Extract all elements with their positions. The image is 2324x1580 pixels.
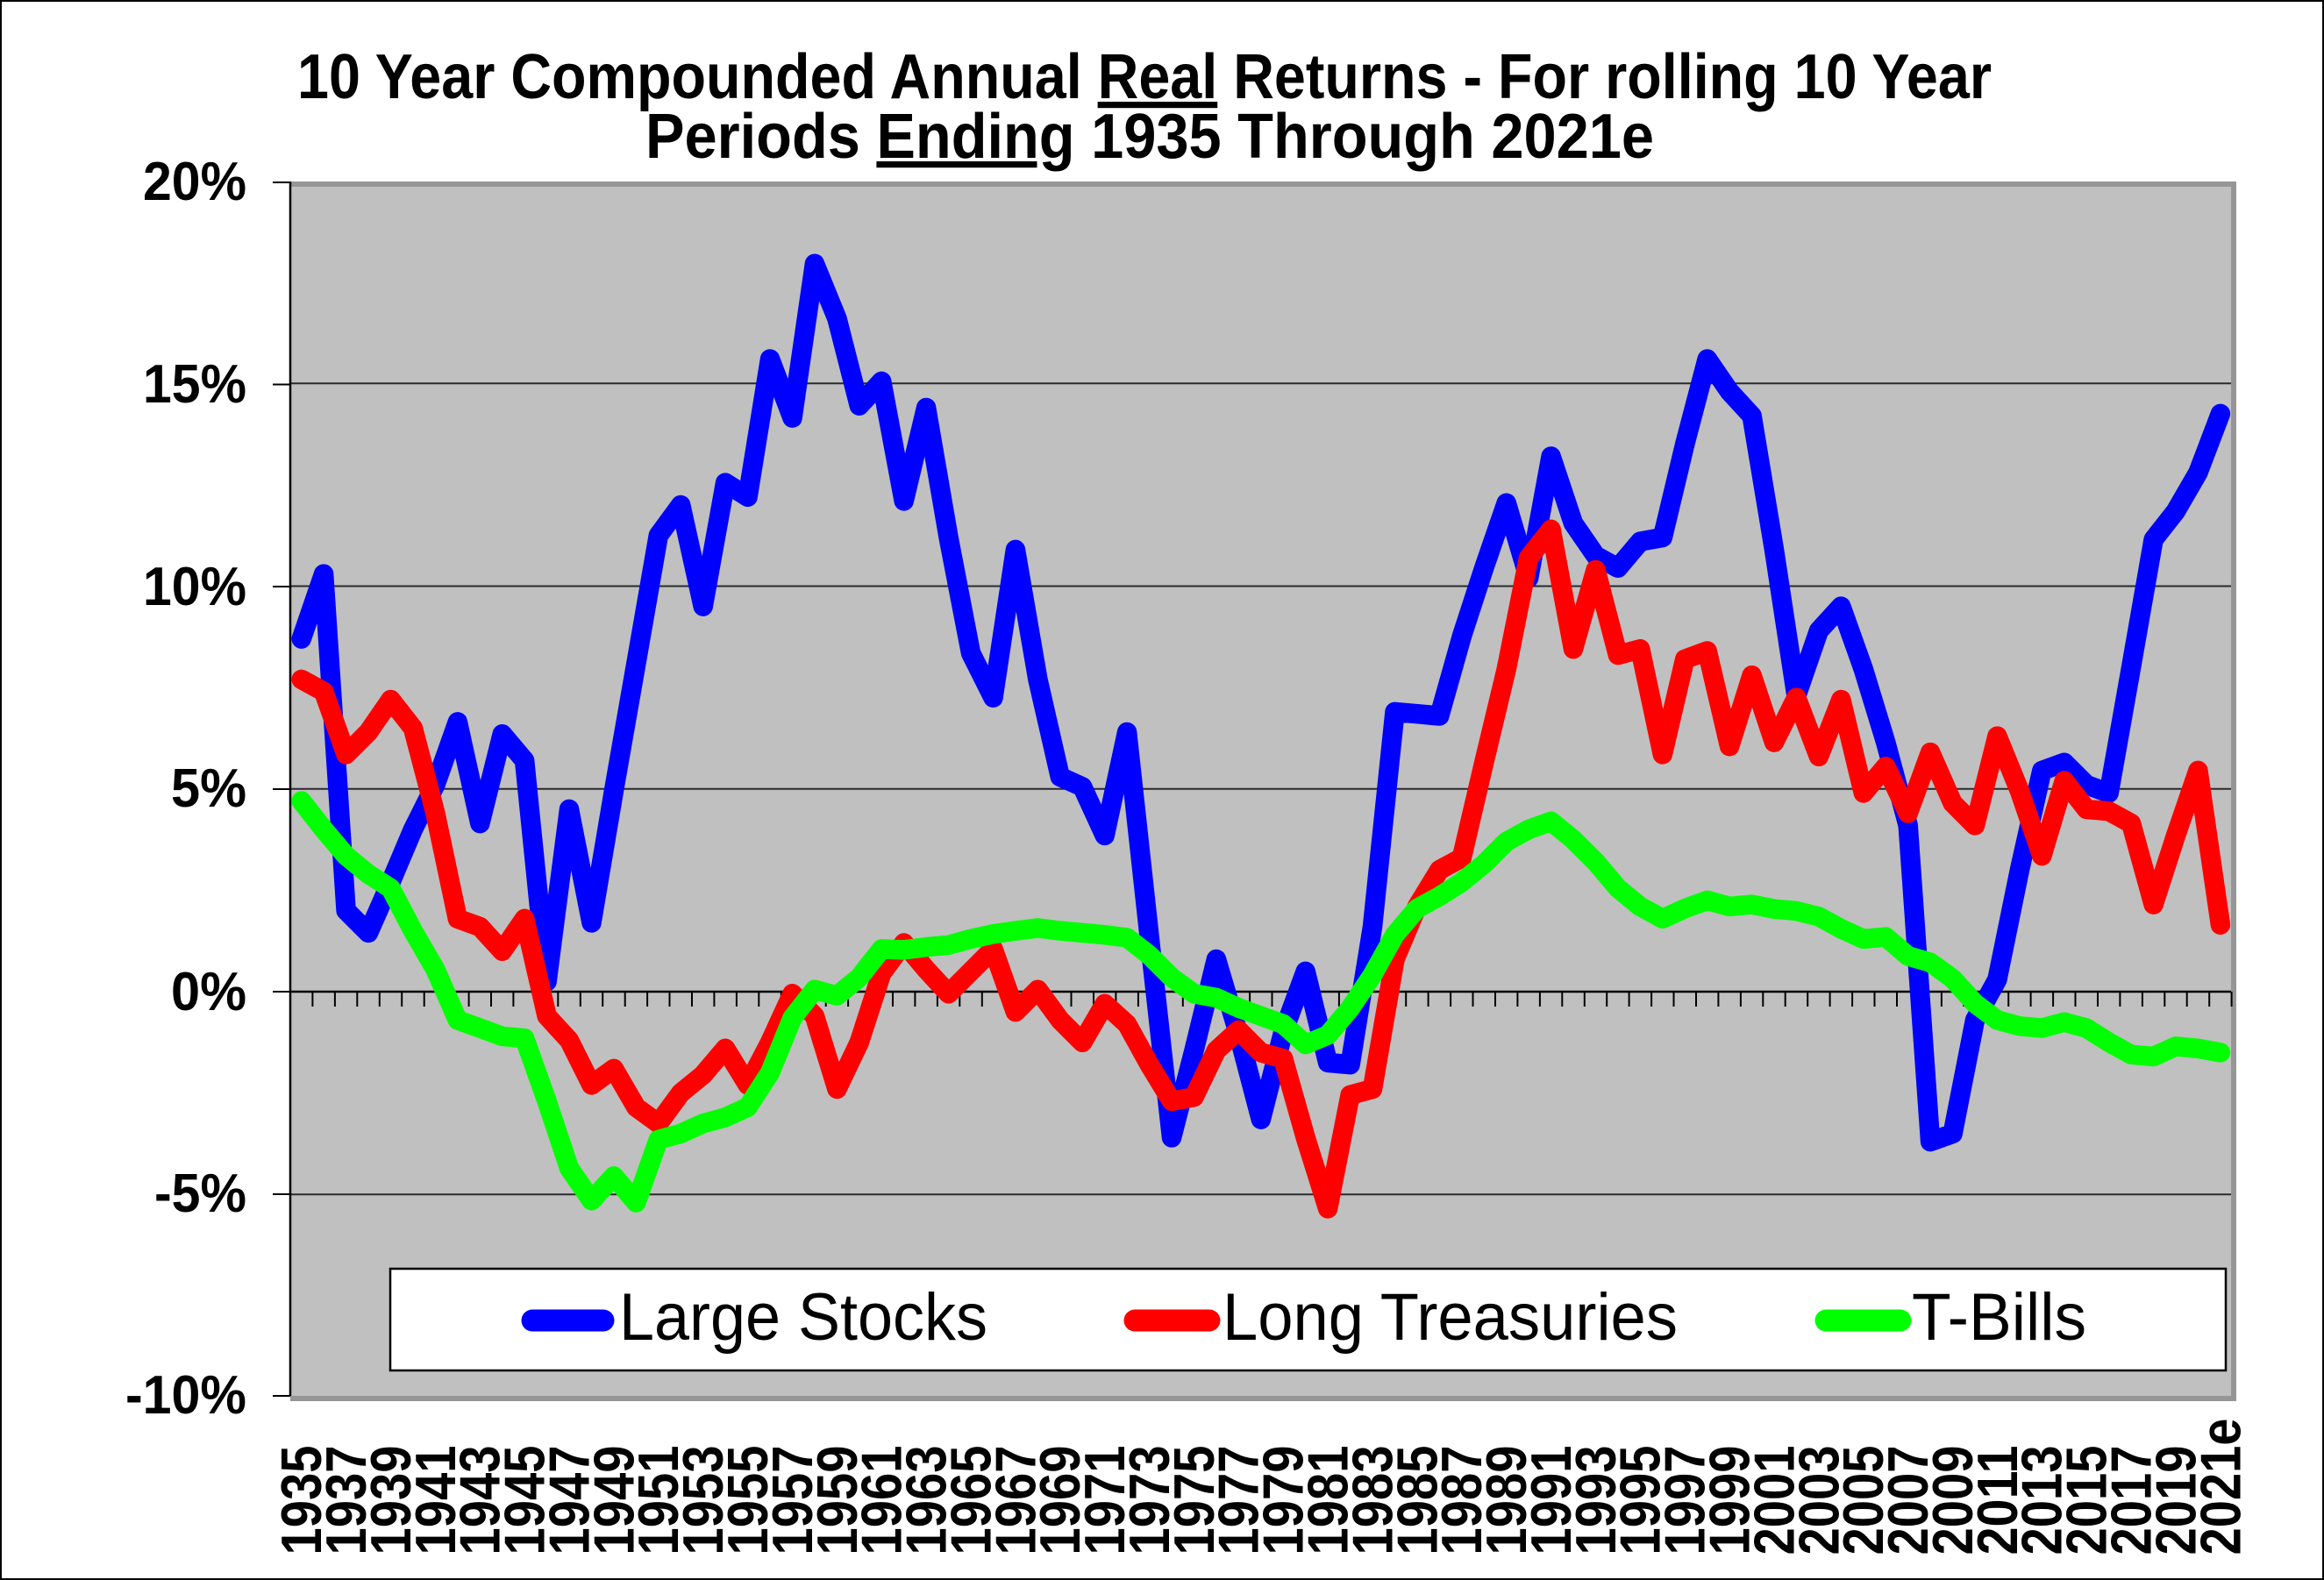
svg-text:1943: 1943: [448, 1446, 512, 1555]
svg-text:1935: 1935: [269, 1446, 333, 1555]
svg-text:1977: 1977: [1207, 1446, 1271, 1555]
svg-text:1957: 1957: [760, 1446, 824, 1555]
svg-text:T-Bills: T-Bills: [1912, 1280, 2086, 1355]
svg-text:1995: 1995: [1608, 1446, 1672, 1555]
svg-text:1971: 1971: [1073, 1446, 1137, 1555]
svg-text:2005: 2005: [1831, 1446, 1895, 1555]
svg-text:2017: 2017: [2099, 1446, 2164, 1555]
svg-text:10 Year Compounded Annual Real: 10 Year Compounded Annual Real Returns -…: [297, 42, 1992, 112]
svg-text:2003: 2003: [1786, 1446, 1850, 1555]
svg-text:1949: 1949: [581, 1446, 645, 1555]
svg-text:1997: 1997: [1653, 1446, 1717, 1555]
svg-text:1945: 1945: [493, 1446, 557, 1555]
svg-text:2015: 2015: [2055, 1446, 2119, 1555]
svg-text:1939: 1939: [359, 1446, 423, 1555]
svg-text:1975: 1975: [1162, 1446, 1226, 1555]
svg-text:1991: 1991: [1519, 1446, 1583, 1555]
svg-text:1987: 1987: [1429, 1446, 1493, 1555]
svg-text:2007: 2007: [1876, 1446, 1940, 1555]
svg-text:1955: 1955: [716, 1446, 780, 1555]
svg-text:-10%: -10%: [125, 1365, 246, 1426]
svg-text:1947: 1947: [537, 1446, 601, 1555]
svg-text:1951: 1951: [626, 1446, 690, 1555]
svg-text:10%: 10%: [143, 557, 246, 617]
svg-text:1941: 1941: [403, 1446, 467, 1555]
svg-text:1967: 1967: [983, 1446, 1047, 1555]
svg-text:1965: 1965: [938, 1446, 1002, 1555]
svg-text:1937: 1937: [314, 1446, 378, 1555]
svg-text:1961: 1961: [850, 1446, 914, 1555]
svg-text:1989: 1989: [1474, 1446, 1538, 1555]
svg-text:2019: 2019: [2143, 1446, 2207, 1555]
svg-text:20%: 20%: [143, 152, 246, 212]
svg-text:1999: 1999: [1698, 1446, 1762, 1555]
svg-text:1979: 1979: [1251, 1446, 1315, 1555]
svg-text:Long Treasuries: Long Treasuries: [1223, 1280, 1678, 1355]
svg-text:0%: 0%: [171, 962, 246, 1022]
svg-text:2001: 2001: [1742, 1446, 1806, 1555]
svg-text:2009: 2009: [1921, 1446, 1985, 1555]
svg-text:15%: 15%: [143, 354, 246, 415]
svg-text:2013: 2013: [2010, 1446, 2074, 1555]
svg-text:1981: 1981: [1296, 1446, 1360, 1555]
svg-text:-5%: -5%: [154, 1164, 246, 1224]
svg-text:1969: 1969: [1028, 1446, 1092, 1555]
svg-text:1973: 1973: [1117, 1446, 1181, 1555]
svg-text:1963: 1963: [895, 1446, 959, 1555]
svg-text:1953: 1953: [671, 1446, 735, 1555]
svg-text:Periods Ending 1935 Through 20: Periods Ending 1935 Through 2021e: [645, 102, 1654, 172]
svg-text:2021e: 2021e: [2188, 1419, 2252, 1555]
svg-text:1993: 1993: [1564, 1446, 1628, 1555]
svg-text:2011: 2011: [1965, 1446, 2029, 1555]
svg-text:Large Stocks: Large Stocks: [619, 1280, 987, 1355]
svg-text:1983: 1983: [1340, 1446, 1404, 1555]
svg-text:1959: 1959: [805, 1446, 869, 1555]
svg-text:1985: 1985: [1385, 1446, 1449, 1555]
svg-text:5%: 5%: [171, 758, 246, 819]
